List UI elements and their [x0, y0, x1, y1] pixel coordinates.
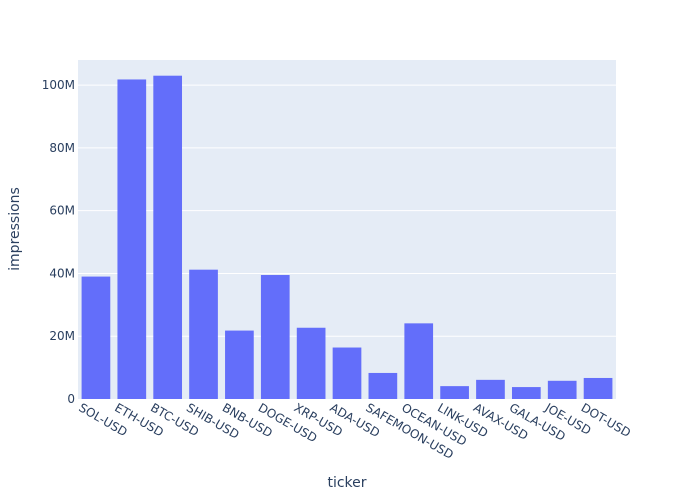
bar-joe-usd[interactable] — [547, 380, 577, 399]
y-tick-label: 0 — [67, 392, 75, 406]
bar-doge-usd[interactable] — [260, 275, 290, 399]
bars — [81, 75, 613, 399]
bar-sol-usd[interactable] — [81, 276, 111, 399]
bar-gala-usd[interactable] — [511, 387, 541, 399]
bar-eth-usd[interactable] — [117, 79, 147, 399]
y-tick-label: 80M — [49, 141, 75, 155]
y-tick-label: 20M — [49, 329, 75, 343]
bar-avax-usd[interactable] — [476, 379, 505, 399]
bar-ada-usd[interactable] — [332, 347, 362, 399]
x-axis-title: ticker — [327, 475, 366, 491]
x-axis-ticks: SOL-USDETH-USDBTC-USDSHIB-USDBNB-USDDOGE… — [76, 400, 633, 462]
bar-shib-usd[interactable] — [189, 269, 218, 399]
bar-dot-usd[interactable] — [583, 377, 613, 399]
y-tick-label: 40M — [49, 266, 75, 280]
y-axis-ticks: 0 20M 40M 60M 80M 100M — [42, 78, 75, 406]
y-tick-label: 60M — [49, 204, 75, 218]
bar-safemoon-usd[interactable] — [368, 372, 398, 399]
bar-bnb-usd[interactable] — [225, 330, 254, 399]
bar-btc-usd[interactable] — [153, 75, 183, 399]
y-tick-label: 100M — [42, 78, 75, 92]
bar-ocean-usd[interactable] — [404, 323, 434, 399]
bar-link-usd[interactable] — [440, 386, 469, 399]
y-axis-title: impressions — [7, 187, 23, 271]
bar-xrp-usd[interactable] — [296, 327, 326, 399]
